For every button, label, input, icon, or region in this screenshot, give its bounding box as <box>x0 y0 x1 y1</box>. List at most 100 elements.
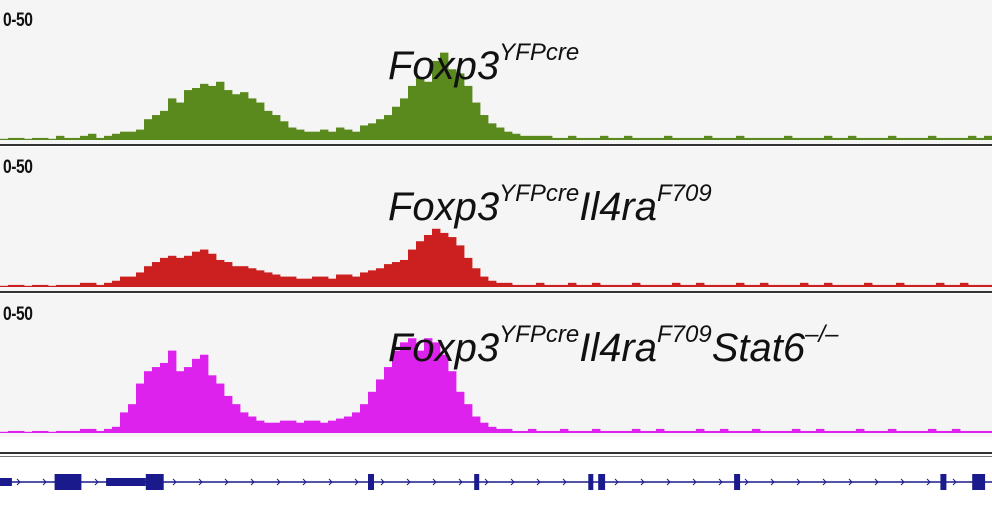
coverage-bar <box>616 430 625 433</box>
coverage-bar <box>536 282 545 287</box>
coverage-bar <box>816 284 825 287</box>
coverage-bar <box>176 371 185 433</box>
strand-arrow <box>536 478 541 486</box>
coverage-bar <box>824 135 833 140</box>
coverage-bar <box>280 276 289 287</box>
coverage-bar <box>976 430 985 433</box>
coverage-bar <box>904 137 913 140</box>
coverage-plot-1 <box>0 228 992 287</box>
coverage-bar <box>888 284 897 287</box>
coverage-bar <box>656 284 665 287</box>
strand-arrow <box>484 478 489 486</box>
coverage-plot-2 <box>0 338 992 433</box>
coverage-bar <box>624 284 633 287</box>
coverage-bar <box>944 284 953 287</box>
coverage-bar <box>416 241 425 287</box>
coverage-bar <box>360 272 369 287</box>
track-label: Foxp3YFPcreIl4raF709Stat6–/– <box>388 323 838 369</box>
exon <box>972 474 986 490</box>
coverage-bar <box>488 280 497 287</box>
exon <box>54 474 82 490</box>
coverage-bar <box>240 92 249 140</box>
label-allele: YFPcre <box>499 39 580 66</box>
coverage-bar <box>848 430 857 433</box>
strand-arrow <box>640 478 645 486</box>
coverage-bar <box>432 60 441 140</box>
coverage-bar <box>184 90 193 140</box>
coverage-bar <box>976 137 985 140</box>
strand-arrow <box>302 478 307 486</box>
coverage-bar <box>184 367 193 433</box>
coverage-bar <box>544 135 553 140</box>
coverage-bar <box>448 371 457 433</box>
coverage-bar <box>760 282 769 287</box>
coverage-bar <box>768 137 777 140</box>
coverage-bar <box>456 73 465 140</box>
strand-arrow <box>328 478 333 486</box>
coverage-bar <box>232 94 241 140</box>
coverage-bar <box>40 430 49 433</box>
coverage-bar <box>512 430 521 433</box>
coverage-bar <box>208 375 217 433</box>
track-label: Foxp3YFPcre <box>388 41 579 87</box>
coverage-bar <box>600 284 609 287</box>
coverage-bar <box>96 430 105 433</box>
coverage-bar <box>776 137 785 140</box>
coverage-bar <box>552 284 561 287</box>
coverage-bar <box>760 137 769 140</box>
coverage-bar <box>568 135 577 140</box>
strand-arrow <box>562 478 567 486</box>
coverage-bar <box>496 282 505 287</box>
strand-arrow <box>822 478 827 486</box>
coverage-bar <box>576 430 585 433</box>
coverage-bar <box>424 338 433 433</box>
coverage-bar <box>296 422 305 433</box>
coverage-bar <box>592 137 601 140</box>
coverage-bar <box>888 135 897 140</box>
strand-arrow <box>770 478 775 486</box>
coverage-bar <box>120 131 129 140</box>
track-foxp3-il4ra: 0-50 Foxp3YFPcreIl4raF709 <box>0 147 992 291</box>
coverage-bar <box>728 284 737 287</box>
coverage-bar <box>952 137 961 140</box>
coverage-bar <box>32 430 41 433</box>
coverage-bar <box>824 430 833 433</box>
coverage-bar <box>432 228 441 287</box>
exon <box>734 474 741 490</box>
coverage-bar <box>400 342 409 433</box>
coverage-bar <box>408 85 417 140</box>
coverage-bar <box>720 137 729 140</box>
coverage-bar <box>904 430 913 433</box>
coverage-bar <box>224 395 233 433</box>
coverage-bar <box>696 428 705 433</box>
coverage-bar <box>968 430 977 433</box>
strand-arrow <box>796 478 801 486</box>
coverage-bar <box>512 284 521 287</box>
coverage-bar <box>664 430 673 433</box>
coverage-bar <box>632 428 641 433</box>
strand-arrow <box>276 478 281 486</box>
coverage-bar <box>912 284 921 287</box>
coverage-bar <box>64 430 73 433</box>
coverage-bar <box>80 282 89 287</box>
coverage-bar <box>504 131 513 140</box>
coverage-bar <box>800 282 809 287</box>
coverage-bar <box>464 257 473 287</box>
coverage-bar <box>632 282 641 287</box>
track-separator <box>0 291 992 293</box>
strand-arrow <box>94 478 99 486</box>
coverage-bar <box>520 135 529 140</box>
coverage-bar <box>376 119 385 140</box>
strand-arrow <box>458 478 463 486</box>
coverage-bar <box>808 137 817 140</box>
coverage-bar <box>736 282 745 287</box>
coverage-bar <box>872 137 881 140</box>
coverage-bar <box>896 137 905 140</box>
coverage-bar <box>312 131 321 140</box>
coverage-bar <box>704 135 713 140</box>
coverage-bar <box>288 276 297 287</box>
coverage-bar <box>504 428 513 433</box>
coverage-bar <box>792 428 801 433</box>
coverage-bar <box>944 430 953 433</box>
strand-arrow <box>666 478 671 486</box>
